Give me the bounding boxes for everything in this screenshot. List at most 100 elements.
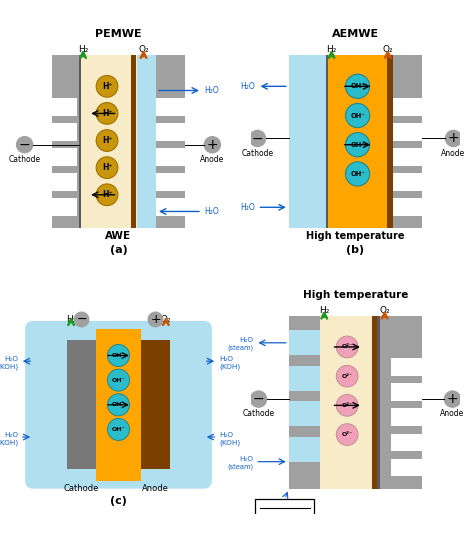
Text: (steam): (steam) — [227, 464, 253, 470]
Text: PEMWE: PEMWE — [95, 29, 142, 39]
Text: OH⁻: OH⁻ — [111, 353, 126, 358]
Circle shape — [96, 157, 118, 179]
Text: O²⁻: O²⁻ — [342, 432, 353, 437]
Text: OH⁻: OH⁻ — [350, 83, 365, 90]
Bar — [289, 366, 320, 391]
Circle shape — [147, 312, 164, 327]
Text: OH⁻: OH⁻ — [111, 402, 126, 407]
Text: H₂: H₂ — [319, 306, 329, 315]
Text: +: + — [207, 138, 218, 151]
Text: (KOH): (KOH) — [0, 439, 18, 446]
Circle shape — [444, 390, 461, 408]
Bar — [52, 173, 77, 191]
Text: Anode: Anode — [142, 484, 169, 493]
Text: H⁺: H⁺ — [102, 163, 112, 172]
Text: +: + — [150, 313, 161, 326]
Text: −: − — [253, 392, 264, 406]
Bar — [372, 315, 378, 489]
Text: OH⁻: OH⁻ — [350, 112, 365, 118]
Circle shape — [108, 419, 129, 440]
Circle shape — [96, 75, 118, 97]
Bar — [391, 123, 422, 141]
Bar — [154, 173, 185, 191]
Text: O₂: O₂ — [379, 306, 390, 315]
Circle shape — [96, 103, 118, 124]
Text: +: + — [447, 392, 458, 406]
Bar — [131, 55, 136, 228]
Bar — [154, 148, 185, 166]
Text: H⁺: H⁺ — [102, 82, 112, 91]
Text: O²⁻: O²⁻ — [342, 344, 353, 350]
Circle shape — [346, 132, 370, 157]
Text: O²⁻: O²⁻ — [342, 374, 353, 378]
Circle shape — [337, 365, 358, 387]
Text: (a): (a) — [109, 245, 128, 255]
Bar — [391, 198, 422, 216]
Bar — [289, 330, 320, 355]
Bar — [289, 315, 422, 489]
Text: H₂O: H₂O — [241, 82, 255, 91]
Bar — [52, 98, 77, 116]
Bar — [135, 55, 156, 228]
Text: (c): (c) — [110, 496, 127, 506]
Text: (KOH): (KOH) — [219, 364, 240, 370]
Bar — [377, 315, 380, 489]
Bar — [289, 401, 320, 426]
Bar — [96, 329, 141, 481]
Text: Anode: Anode — [200, 155, 225, 164]
Circle shape — [16, 136, 33, 154]
Text: Anode: Anode — [440, 409, 465, 418]
Bar — [326, 55, 328, 228]
Bar — [391, 408, 422, 426]
Bar — [154, 98, 185, 116]
Text: H₂O: H₂O — [4, 432, 18, 438]
Bar — [289, 55, 326, 228]
Circle shape — [73, 312, 90, 327]
Text: H⁺: H⁺ — [102, 109, 112, 118]
Text: H₂O: H₂O — [204, 86, 219, 95]
Circle shape — [337, 424, 358, 445]
Bar — [391, 433, 422, 451]
Bar — [52, 55, 185, 228]
Circle shape — [337, 395, 358, 416]
Circle shape — [108, 344, 129, 367]
Text: OH⁻: OH⁻ — [350, 142, 365, 148]
Bar — [81, 55, 137, 228]
Circle shape — [96, 130, 118, 151]
FancyBboxPatch shape — [27, 323, 210, 487]
Text: −: − — [252, 131, 263, 146]
Bar — [52, 123, 77, 141]
Text: H₂O: H₂O — [239, 456, 253, 462]
Circle shape — [108, 369, 129, 391]
Text: H₂: H₂ — [66, 315, 76, 324]
Bar — [289, 437, 320, 462]
Bar — [67, 340, 96, 469]
Text: Cathode: Cathode — [243, 409, 274, 418]
Circle shape — [96, 184, 118, 206]
Text: (steam): (steam) — [227, 345, 253, 351]
Text: (b): (b) — [346, 245, 365, 255]
Text: High temperature: High temperature — [303, 290, 408, 300]
Circle shape — [346, 162, 370, 186]
Text: High temperature: High temperature — [306, 231, 405, 242]
Bar — [154, 123, 185, 141]
Text: (KOH): (KOH) — [219, 439, 240, 446]
Bar — [391, 173, 422, 191]
Text: O₂: O₂ — [138, 45, 149, 54]
Text: H⁺: H⁺ — [102, 136, 112, 145]
Circle shape — [108, 394, 129, 416]
Text: Anode: Anode — [441, 149, 465, 157]
Circle shape — [204, 136, 221, 154]
Bar — [391, 98, 422, 116]
Text: O₂: O₂ — [383, 45, 393, 54]
Text: OH⁻: OH⁻ — [111, 427, 126, 432]
Text: O²⁻: O²⁻ — [342, 403, 353, 408]
Bar — [255, 499, 314, 543]
Bar — [387, 55, 392, 228]
Bar — [326, 55, 389, 228]
Bar — [141, 340, 170, 469]
Circle shape — [249, 130, 266, 147]
Text: AEMWE: AEMWE — [332, 29, 379, 39]
Text: AWE: AWE — [105, 231, 132, 242]
Text: H₂O: H₂O — [219, 432, 233, 438]
